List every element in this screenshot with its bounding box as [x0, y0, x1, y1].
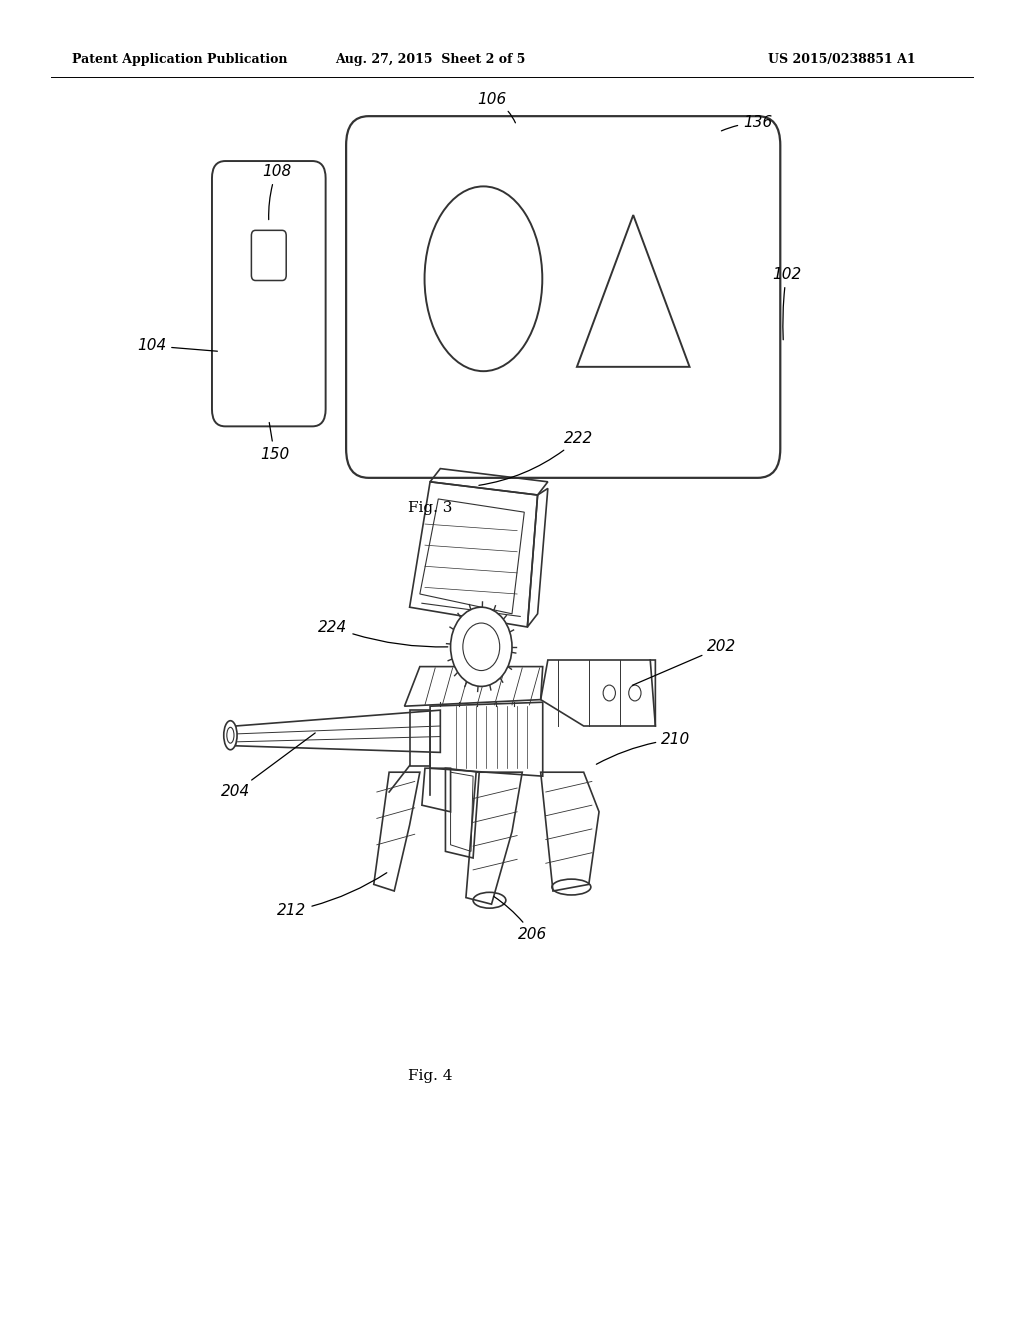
Text: 102: 102 [772, 267, 801, 339]
FancyBboxPatch shape [252, 230, 286, 281]
Text: 104: 104 [137, 338, 217, 354]
FancyBboxPatch shape [212, 161, 326, 426]
Text: 206: 206 [494, 896, 547, 942]
Text: Fig. 4: Fig. 4 [408, 1069, 453, 1082]
Text: 106: 106 [477, 91, 515, 123]
Circle shape [451, 607, 512, 686]
Text: Fig. 3: Fig. 3 [408, 502, 453, 515]
Circle shape [629, 685, 641, 701]
Text: 224: 224 [318, 619, 447, 647]
Text: 212: 212 [278, 873, 387, 919]
Text: 222: 222 [479, 430, 593, 486]
Circle shape [603, 685, 615, 701]
Text: 136: 136 [721, 115, 772, 131]
Ellipse shape [227, 727, 233, 743]
Polygon shape [577, 215, 689, 367]
Text: Aug. 27, 2015  Sheet 2 of 5: Aug. 27, 2015 Sheet 2 of 5 [335, 53, 525, 66]
Text: 204: 204 [221, 733, 315, 800]
Text: 108: 108 [262, 164, 291, 219]
Text: US 2015/0238851 A1: US 2015/0238851 A1 [768, 53, 915, 66]
Text: 202: 202 [632, 639, 736, 685]
Ellipse shape [425, 186, 543, 371]
Text: 150: 150 [260, 422, 289, 462]
Ellipse shape [223, 721, 238, 750]
Text: 210: 210 [596, 731, 690, 764]
FancyBboxPatch shape [346, 116, 780, 478]
Text: Patent Application Publication: Patent Application Publication [72, 53, 287, 66]
Circle shape [463, 623, 500, 671]
